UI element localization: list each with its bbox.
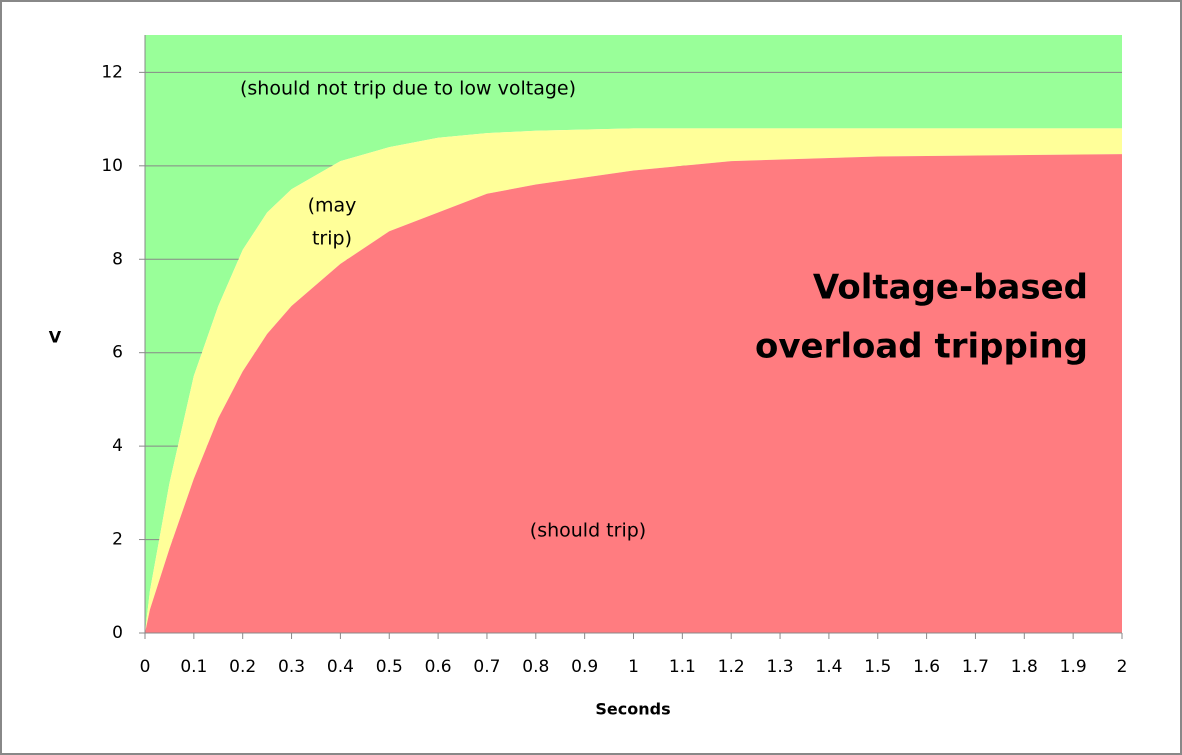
- annotation: trip): [312, 228, 352, 250]
- y-tick-label: 4: [112, 436, 123, 456]
- y-tick-label: 10: [101, 156, 123, 176]
- x-tick-label: 1.8: [1011, 657, 1038, 677]
- annotation: (should not trip due to low voltage): [240, 78, 576, 100]
- annotation: (should trip): [530, 520, 646, 542]
- x-tick-label: 0.8: [522, 657, 549, 677]
- y-tick-label: 0: [112, 623, 123, 643]
- x-tick-label: 1: [628, 657, 639, 677]
- x-tick-label: 0.7: [473, 657, 500, 677]
- y-tick-label: 8: [112, 249, 123, 269]
- x-tick-label: 0.3: [278, 657, 305, 677]
- x-tick-label: 1.2: [718, 657, 745, 677]
- x-tick-label: 0.2: [229, 657, 256, 677]
- x-tick-label: 0.5: [376, 657, 403, 677]
- x-tick-label: 1.7: [962, 657, 989, 677]
- x-tick-label: 1.3: [767, 657, 794, 677]
- area: [145, 35, 1122, 633]
- x-tick-label: 1.1: [669, 657, 696, 677]
- x-tick-label: 1.6: [913, 657, 940, 677]
- x-tick-label: 0.9: [571, 657, 598, 677]
- x-tick-label: 1.5: [864, 657, 891, 677]
- annotation: Voltage-based: [813, 268, 1088, 308]
- y-tick-label: 6: [112, 343, 123, 363]
- area: [145, 154, 1122, 633]
- x-tick-label: 0.4: [327, 657, 354, 677]
- x-tick-label: 0: [140, 657, 151, 677]
- x-tick-label: 1.4: [815, 657, 842, 677]
- annotation: overload tripping: [755, 327, 1088, 367]
- x-axis-label: Seconds: [595, 700, 670, 719]
- x-tick-label: 1.9: [1060, 657, 1087, 677]
- annotation: (may: [308, 195, 357, 217]
- x-tick-label: 0.6: [425, 657, 452, 677]
- x-tick-label: 0.1: [180, 657, 207, 677]
- y-tick-label: 2: [112, 530, 123, 550]
- x-tick-label: 2: [1117, 657, 1128, 677]
- y-axis-label: V: [49, 328, 62, 347]
- y-tick-label: 12: [101, 62, 123, 82]
